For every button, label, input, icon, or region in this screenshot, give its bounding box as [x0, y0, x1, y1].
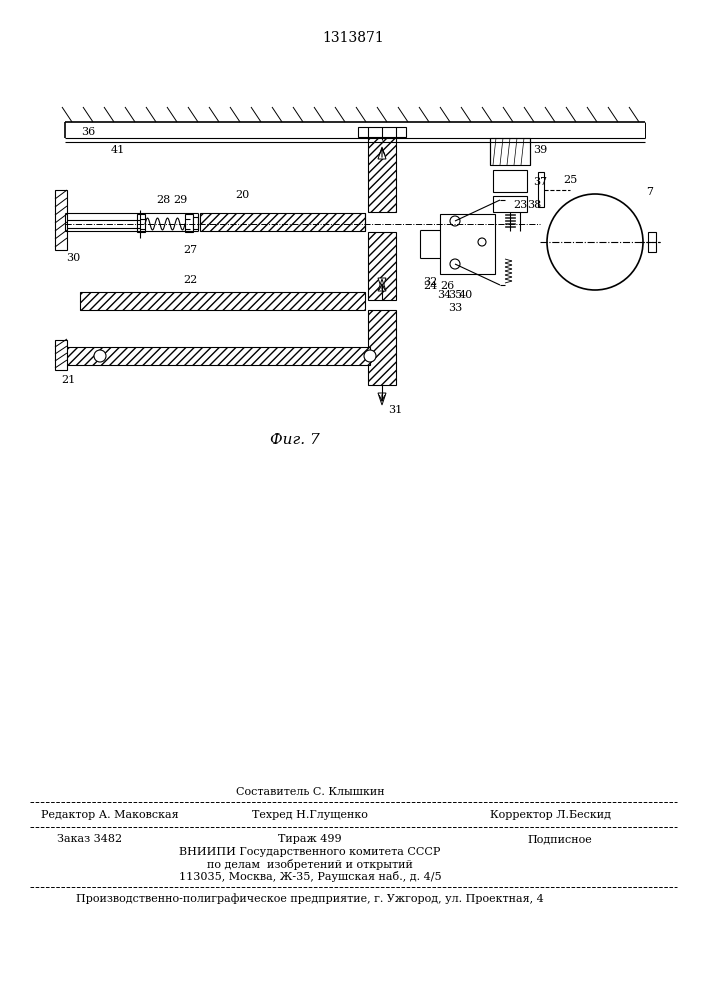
Bar: [440, 214, 495, 274]
Text: 41: 41: [111, 145, 125, 155]
Text: 20: 20: [235, 190, 249, 200]
Text: Производственно-полиграфическое предприятие, г. Ужгород, ул. Проектная, 4: Производственно-полиграфическое предприя…: [76, 894, 544, 904]
Text: Редактор А. Маковская: Редактор А. Маковская: [41, 810, 179, 820]
Text: 36: 36: [81, 127, 95, 137]
Bar: [368, 137, 396, 212]
Text: 35: 35: [448, 290, 462, 300]
Circle shape: [547, 194, 643, 290]
Bar: [137, 214, 145, 232]
Text: 25: 25: [563, 175, 577, 185]
Bar: [493, 196, 527, 212]
Text: 33: 33: [448, 303, 462, 313]
Text: 27: 27: [183, 245, 197, 255]
Text: 40: 40: [459, 290, 473, 300]
Text: 23: 23: [513, 200, 527, 210]
Circle shape: [478, 238, 486, 246]
Text: по делам  изобретений и открытий: по делам изобретений и открытий: [207, 858, 413, 869]
Text: 28: 28: [156, 195, 170, 205]
Text: 22: 22: [183, 275, 197, 285]
Bar: [55, 190, 67, 250]
Text: Корректор Л.Бескид: Корректор Л.Бескид: [489, 810, 611, 820]
Polygon shape: [378, 393, 386, 405]
Circle shape: [450, 216, 460, 226]
Text: ВНИИПИ Государственного комитета СССР: ВНИИПИ Государственного комитета СССР: [180, 847, 440, 857]
Bar: [493, 170, 527, 192]
Text: 26: 26: [440, 281, 454, 291]
Text: 29: 29: [173, 195, 187, 205]
Bar: [358, 127, 406, 137]
Text: 32: 32: [423, 277, 437, 287]
Circle shape: [450, 259, 460, 269]
Polygon shape: [378, 278, 386, 290]
Text: 24: 24: [423, 281, 437, 291]
Bar: [55, 340, 67, 370]
Text: 1313871: 1313871: [322, 31, 384, 45]
Bar: [185, 214, 193, 232]
Text: 31: 31: [388, 405, 402, 415]
Text: 113035, Москва, Ж-35, Раушская наб., д. 4/5: 113035, Москва, Ж-35, Раушская наб., д. …: [179, 870, 441, 882]
Bar: [80, 292, 365, 310]
Text: Подписное: Подписное: [527, 834, 592, 844]
Text: 38: 38: [527, 200, 541, 210]
Text: 30: 30: [66, 253, 80, 263]
Text: 34: 34: [437, 290, 451, 300]
Bar: [490, 138, 530, 165]
Polygon shape: [378, 147, 386, 159]
Bar: [368, 232, 396, 300]
Circle shape: [364, 350, 376, 362]
Circle shape: [94, 350, 106, 362]
Text: 7: 7: [646, 187, 653, 197]
Text: Техред Н.Глущенко: Техред Н.Глущенко: [252, 810, 368, 820]
Text: Фиг. 7: Фиг. 7: [270, 433, 320, 447]
Text: 37: 37: [533, 177, 547, 187]
Text: 39: 39: [533, 145, 547, 155]
Bar: [65, 347, 370, 365]
Bar: [368, 310, 396, 385]
Bar: [648, 232, 656, 252]
Text: Составитель С. Клышкин: Составитель С. Клышкин: [235, 787, 385, 797]
Bar: [538, 172, 544, 207]
Text: 21: 21: [61, 375, 75, 385]
Bar: [200, 213, 365, 231]
Text: Заказ 3482: Заказ 3482: [57, 834, 122, 844]
Bar: [193, 217, 198, 229]
Text: Тираж 499: Тираж 499: [278, 834, 341, 844]
Polygon shape: [378, 279, 386, 291]
